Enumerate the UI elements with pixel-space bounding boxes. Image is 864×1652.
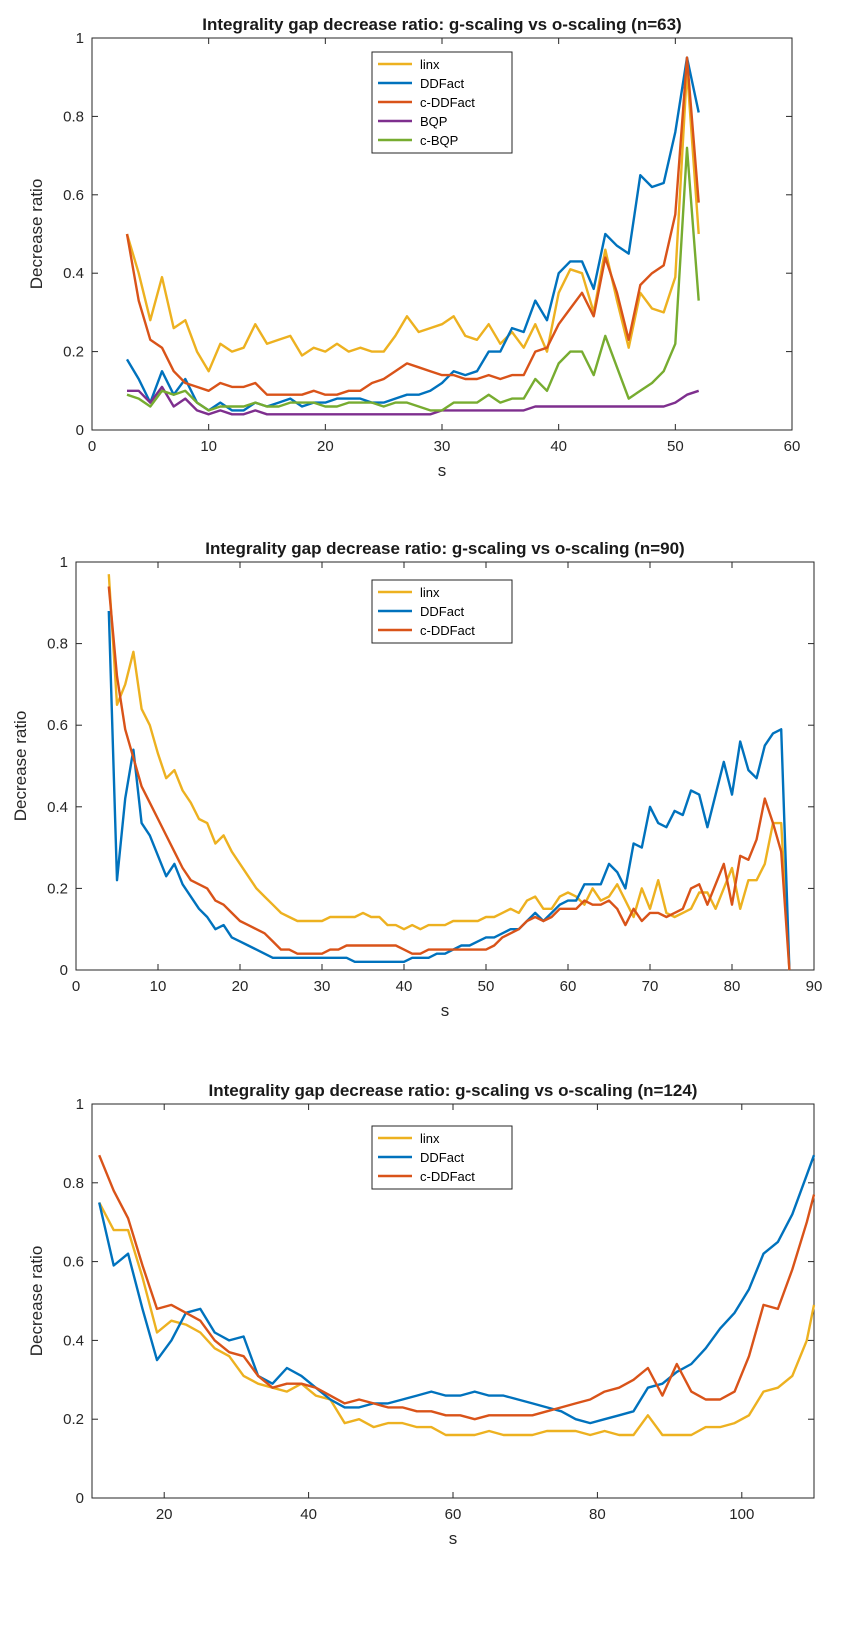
x-tick-label: 60 <box>784 438 801 455</box>
y-tick-label: 0.4 <box>63 265 84 282</box>
series-line-linx <box>125 68 700 373</box>
legend-entry: linx <box>420 585 440 600</box>
x-tick-label: 20 <box>232 978 249 995</box>
chart-n63: Integrality gap decrease ratio: g-scalin… <box>27 15 801 480</box>
legend-entry: linx <box>420 57 440 72</box>
series-line-ddfact <box>107 610 791 971</box>
x-tick-label: 60 <box>560 978 577 995</box>
legend-entry: c-DDFact <box>420 623 475 638</box>
y-tick-label: 0.6 <box>63 1254 84 1271</box>
series-line-linx <box>107 574 791 971</box>
legend-box <box>371 51 513 154</box>
series-line-c-ddfact <box>125 56 700 396</box>
series-line-linx <box>98 1201 816 1437</box>
chart-n90: Integrality gap decrease ratio: g-scalin… <box>11 540 823 1020</box>
y-tick-label: 1 <box>60 554 68 571</box>
x-tick-label: 30 <box>314 978 331 995</box>
legend-entry: c-DDFact <box>420 95 475 110</box>
legend-entry: linx <box>420 1131 440 1146</box>
chart-title: Integrality gap decrease ratio: g-scalin… <box>205 540 684 558</box>
x-tick-label: 40 <box>550 438 567 455</box>
x-tick-label: 0 <box>72 978 80 995</box>
legend-entry: BQP <box>420 114 447 129</box>
x-tick-label: 80 <box>589 1506 606 1523</box>
x-tick-label: 50 <box>478 978 495 995</box>
legend-entry: DDFact <box>420 76 464 91</box>
x-tick-label: 40 <box>396 978 413 995</box>
series-line-bqp <box>127 385 700 416</box>
series-line-c-ddfact <box>107 586 791 971</box>
x-axis-label: s <box>438 461 447 480</box>
x-axis-label: s <box>449 1529 458 1548</box>
x-axis-label: s <box>441 1001 450 1020</box>
x-tick-label: 70 <box>642 978 659 995</box>
x-tick-label: 20 <box>317 438 334 455</box>
legend: linx DDFact c-DDFact <box>371 1125 513 1190</box>
y-axis-label: Decrease ratio <box>27 179 46 290</box>
y-axis-label: Decrease ratio <box>27 1246 46 1357</box>
y-tick-label: 0.2 <box>63 344 84 361</box>
series-line-c-bqp <box>126 146 700 412</box>
chart-n124: Integrality gap decrease ratio: g-scalin… <box>27 1082 816 1548</box>
x-tick-label: 20 <box>156 1506 173 1523</box>
x-tick-label: 80 <box>724 978 741 995</box>
x-tick-label: 30 <box>434 438 451 455</box>
x-tick-label: 40 <box>300 1506 317 1523</box>
x-tick-label: 0 <box>88 438 96 455</box>
chart-title: Integrality gap decrease ratio: g-scalin… <box>202 15 681 34</box>
y-tick-label: 0.2 <box>47 880 68 897</box>
y-tick-label: 0 <box>60 962 68 979</box>
legend-entry: DDFact <box>420 604 464 619</box>
x-tick-label: 50 <box>667 438 684 455</box>
x-tick-label: 90 <box>806 978 823 995</box>
y-tick-label: 0 <box>76 422 84 439</box>
x-tick-label: 60 <box>445 1506 462 1523</box>
y-tick-label: 1 <box>76 30 84 47</box>
series-line-c-ddfact <box>98 1154 816 1421</box>
x-tick-label: 10 <box>200 438 217 455</box>
y-axis-label: Decrease ratio <box>11 711 30 822</box>
y-tick-label: 1 <box>76 1096 84 1113</box>
x-tick-label: 100 <box>729 1506 754 1523</box>
series-line-ddfact <box>125 56 700 412</box>
legend-entry: c-DDFact <box>420 1169 475 1184</box>
y-tick-label: 0.6 <box>63 187 84 204</box>
y-tick-label: 0.6 <box>47 717 68 734</box>
y-tick-label: 0.8 <box>63 108 84 125</box>
y-tick-label: 0.4 <box>63 1332 84 1349</box>
legend-entry: c-BQP <box>420 133 458 148</box>
legend-entry: DDFact <box>420 1150 464 1165</box>
series-line-ddfact <box>98 1154 816 1425</box>
legend: linx DDFact c-DDFact BQP c-BQP <box>371 51 513 154</box>
y-tick-label: 0.2 <box>63 1411 84 1428</box>
y-tick-label: 0.4 <box>47 799 68 816</box>
y-tick-label: 0.8 <box>63 1175 84 1192</box>
y-tick-label: 0.8 <box>47 636 68 653</box>
chart-title: Integrality gap decrease ratio: g-scalin… <box>209 1082 698 1100</box>
x-tick-label: 10 <box>150 978 167 995</box>
y-tick-label: 0 <box>76 1490 84 1507</box>
legend: linx DDFact c-DDFact <box>371 579 513 644</box>
